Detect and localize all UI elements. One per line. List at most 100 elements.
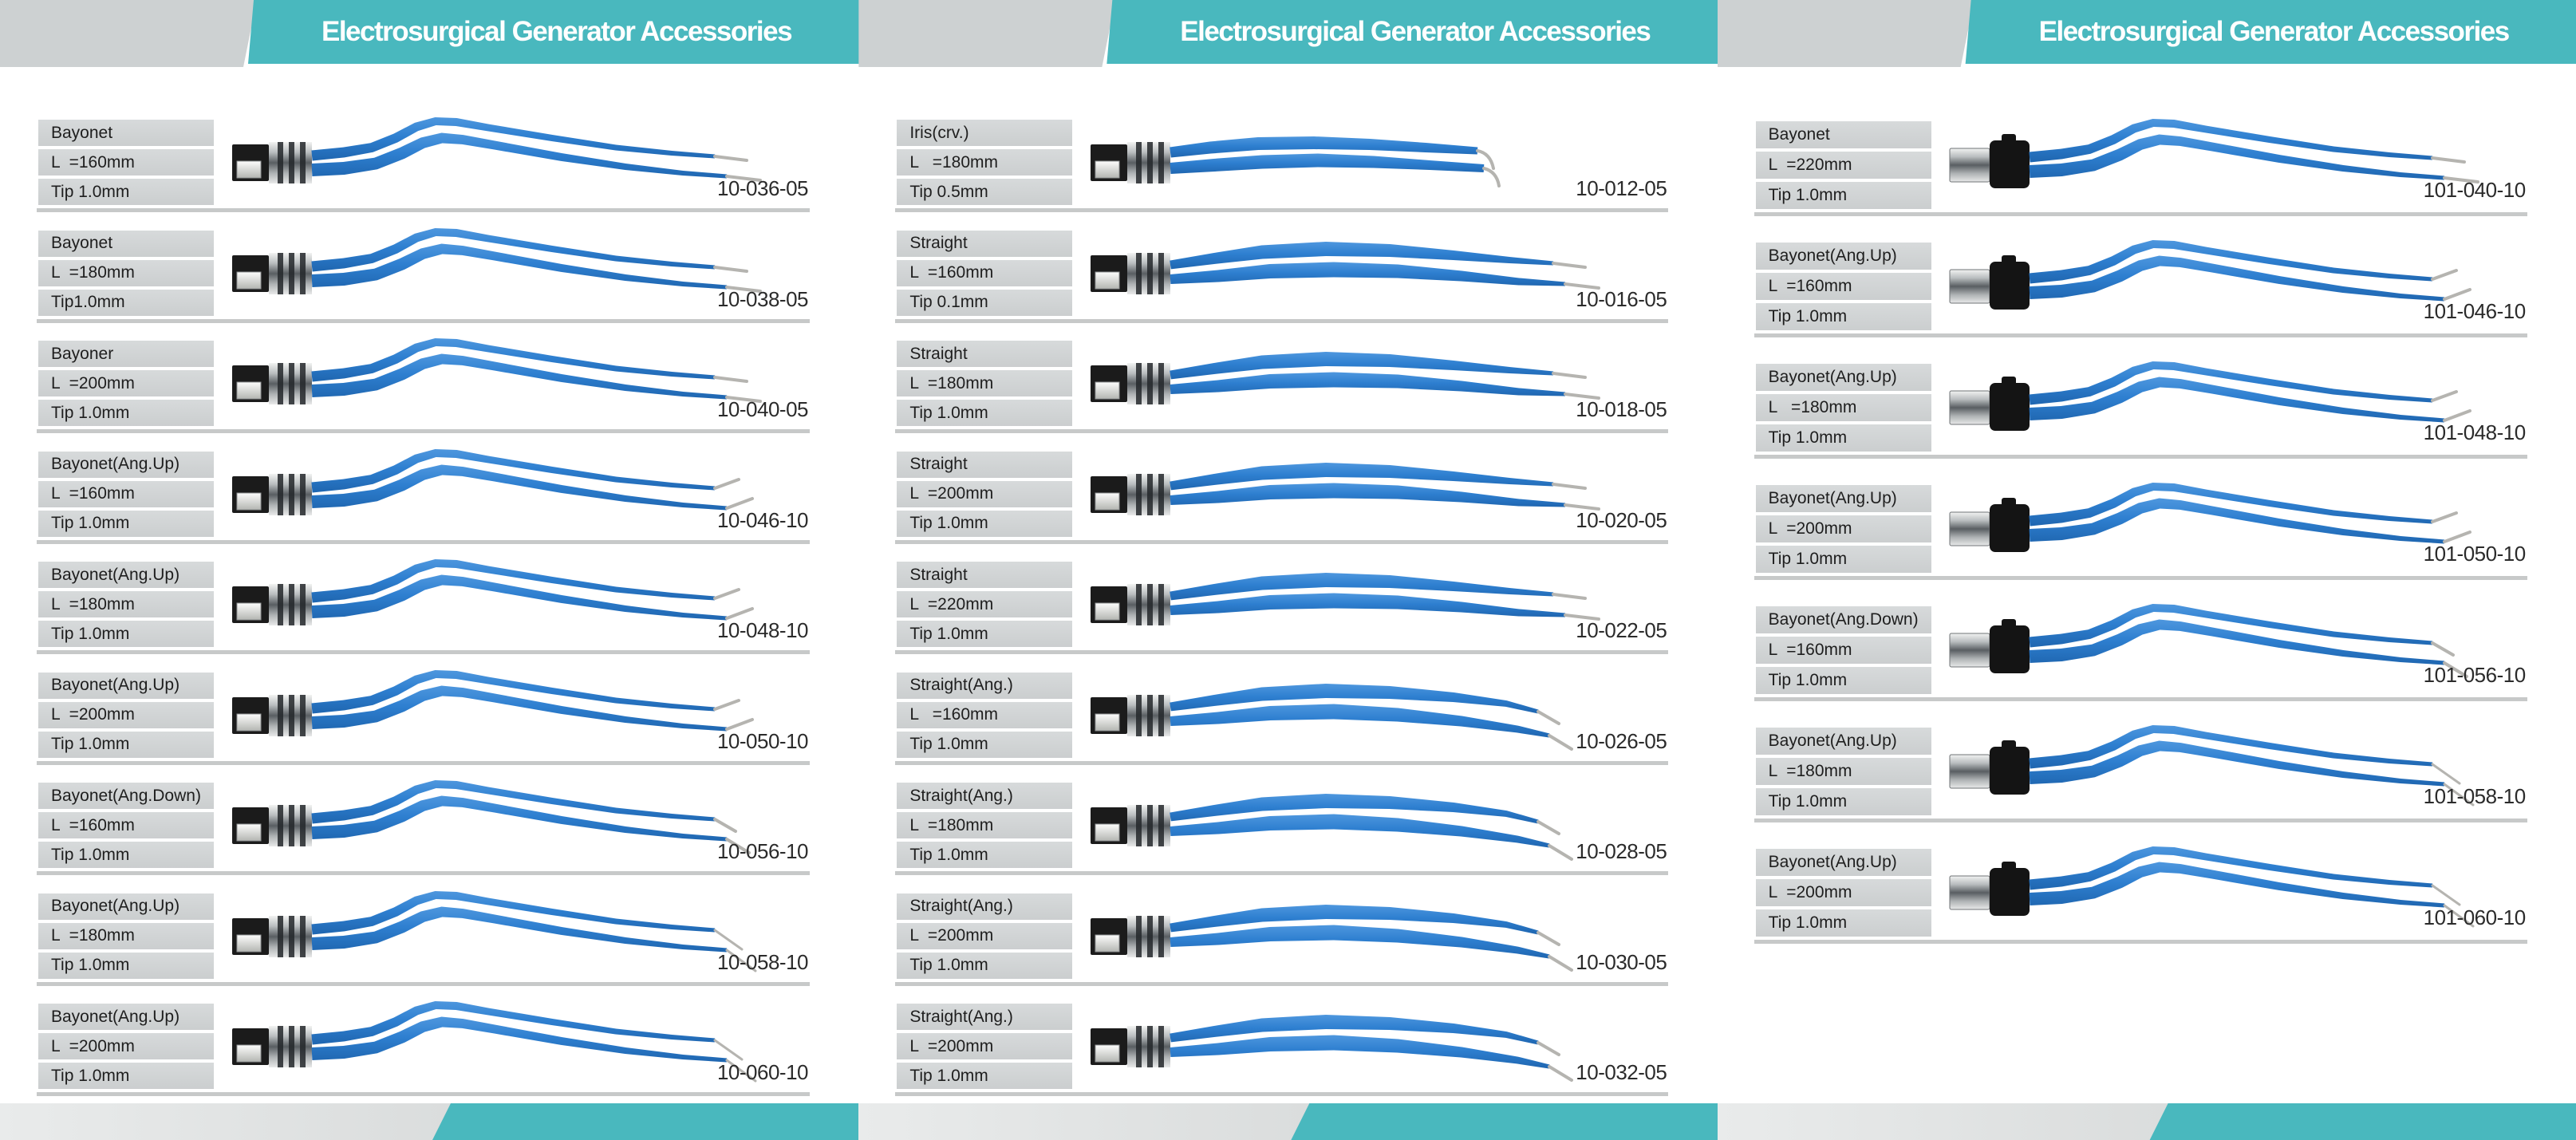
- item-divider: [37, 429, 810, 433]
- spec-tip: Tip 0.5mm: [897, 179, 1073, 205]
- product-row: Iris(crv.) L =180mm Tip 0.5mm 10-012-05: [895, 120, 1669, 231]
- spec-box: Straight(Ang.) L =180mm Tip 1.0mm: [897, 783, 1073, 871]
- spec-type: Straight(Ang.): [897, 1004, 1073, 1030]
- catalog-page: Electrosurgical Generator Accessories Ba…: [1717, 0, 2576, 1140]
- forceps-upper-arm: [1170, 352, 1554, 380]
- forceps-upper-arm: [1170, 462, 1554, 490]
- spec-length: L =180mm: [1755, 758, 1931, 785]
- spec-tip: Tip 1.0mm: [38, 731, 214, 758]
- header-banner: [1107, 0, 1718, 64]
- item-divider: [1753, 697, 2527, 701]
- forceps-upper-arm: [2029, 604, 2432, 648]
- product-row: Bayonet(Ang.Up) L =160mm Tip 1.0mm 101-0…: [1753, 240, 2527, 364]
- item-divider: [37, 760, 810, 765]
- forceps-upper-arm: [2029, 361, 2432, 405]
- spec-tip: Tip 1.0mm: [38, 1063, 214, 1089]
- item-divider: [1753, 819, 2527, 822]
- spec-tip: Tip 1.0mm: [897, 952, 1073, 979]
- item-divider: [895, 539, 1669, 544]
- spec-tip: Tip 1.0mm: [38, 952, 214, 979]
- forceps-tip: [725, 717, 754, 731]
- forceps-tip: [2430, 269, 2458, 281]
- product-code: 10-016-05: [1576, 286, 1667, 311]
- spec-tip: Tip 1.0mm: [38, 842, 214, 868]
- forceps-tip: [2431, 884, 2461, 906]
- product-code: 101-050-10: [2423, 542, 2527, 566]
- product-image: [1091, 904, 1574, 972]
- product-code: 10-048-10: [716, 618, 809, 642]
- product-image: [1091, 683, 1574, 751]
- item-divider: [895, 318, 1669, 323]
- forceps-tip: [2442, 661, 2468, 678]
- product-code: 10-022-05: [1576, 618, 1667, 642]
- forceps-tip: [1476, 149, 1496, 170]
- forceps-upper-arm: [2029, 483, 2432, 527]
- forceps-lower-arm: [2029, 740, 2444, 787]
- item-divider: [895, 208, 1669, 212]
- spec-type: Bayonet(Ang.Up): [1755, 849, 1931, 876]
- product-code: 10-050-10: [716, 728, 809, 753]
- forceps-tip: [2430, 641, 2455, 657]
- product-row: Bayonet L =220mm Tip 1.0mm 101-040-10: [1753, 119, 2527, 243]
- connector-ring: [1091, 363, 1171, 404]
- product-code: 10-028-05: [1576, 839, 1667, 863]
- product-row: Bayonet(Ang.Up) L =180mm Tip 1.0mm 101-0…: [1753, 725, 2527, 849]
- forceps-tip: [1537, 930, 1561, 946]
- spec-tip: Tip 1.0mm: [897, 400, 1073, 426]
- product-code: 10-056-10: [716, 839, 809, 863]
- spec-length: L =180mm: [897, 812, 1073, 838]
- forceps-upper-arm: [311, 780, 716, 824]
- product-row: Straight(Ang.) L =180mm Tip 1.0mm 10-028…: [895, 783, 1669, 893]
- connector-ring: [1091, 805, 1171, 846]
- spec-length: L =160mm: [38, 812, 214, 838]
- spec-tip: Tip 1.0mm: [897, 621, 1073, 647]
- forceps-lower-arm: [2029, 134, 2444, 180]
- product-image: [232, 338, 762, 404]
- spec-length: L =160mm: [1755, 273, 1931, 300]
- item-divider: [37, 208, 810, 212]
- connector-black: [1949, 134, 2030, 188]
- product-image: [232, 227, 762, 294]
- forceps-lower-arm: [311, 132, 728, 179]
- spec-length: L =220mm: [897, 591, 1073, 617]
- item-divider: [895, 760, 1669, 765]
- forceps-tip: [1537, 820, 1561, 835]
- forceps-tip: [2442, 288, 2471, 301]
- spec-length: L =160mm: [897, 701, 1073, 728]
- forceps-tip: [1548, 954, 1574, 972]
- forceps-tip: [1548, 1065, 1574, 1082]
- connector-ring: [1091, 252, 1171, 294]
- forceps-lower-arm: [311, 353, 728, 400]
- forceps-tip: [1537, 1041, 1561, 1056]
- spec-type: Bayonet(Ang.Up): [38, 1004, 214, 1030]
- spec-box: Bayonet(Ang.Down) L =160mm Tip 1.0mm: [38, 783, 214, 871]
- product-row: Straight L =180mm Tip 1.0mm 10-018-05: [895, 341, 1669, 452]
- spec-type: Bayonet: [1755, 121, 1931, 148]
- forceps-tip: [1548, 733, 1574, 751]
- spec-box: Bayonet(Ang.Up) L =200mm Tip 1.0mm: [1755, 849, 1931, 940]
- product-image: [1949, 240, 2471, 310]
- product-code: 101-058-10: [2423, 784, 2527, 808]
- forceps-tip: [2430, 511, 2458, 523]
- connector-black: [1949, 619, 2030, 673]
- product-code: 101-048-10: [2423, 420, 2527, 444]
- spec-box: Bayonet(Ang.Up) L =160mm Tip 1.0mm: [1755, 243, 1931, 333]
- header-band: [1717, 0, 1974, 67]
- forceps-tip: [1552, 482, 1588, 490]
- item-divider: [37, 871, 810, 875]
- forceps-lower-arm: [2029, 619, 2444, 665]
- forceps-lower-arm: [311, 574, 728, 621]
- spec-type: Bayonet(Ang.Up): [1755, 364, 1931, 391]
- forceps-tip: [713, 155, 748, 162]
- spec-tip: Tip 1.0mm: [1755, 909, 1931, 937]
- page-title: Electrosurgical Generator Accessories: [2038, 16, 2511, 47]
- spec-length: L =160mm: [897, 259, 1073, 286]
- spec-type: Bayonet(Ang.Up): [1755, 485, 1931, 512]
- spec-box: Straight L =160mm Tip 0.1mm: [897, 230, 1073, 319]
- product-row: Bayonet(Ang.Up) L =180mm Tip 1.0mm 10-04…: [37, 559, 810, 673]
- product-row: Straight(Ang.) L =160mm Tip 1.0mm 10-026…: [895, 672, 1669, 783]
- forceps-lower-arm: [1170, 593, 1566, 617]
- forceps-upper-arm: [1170, 904, 1539, 934]
- spec-tip: Tip 1.0mm: [1755, 546, 1931, 573]
- product-code: 10-036-05: [716, 176, 809, 200]
